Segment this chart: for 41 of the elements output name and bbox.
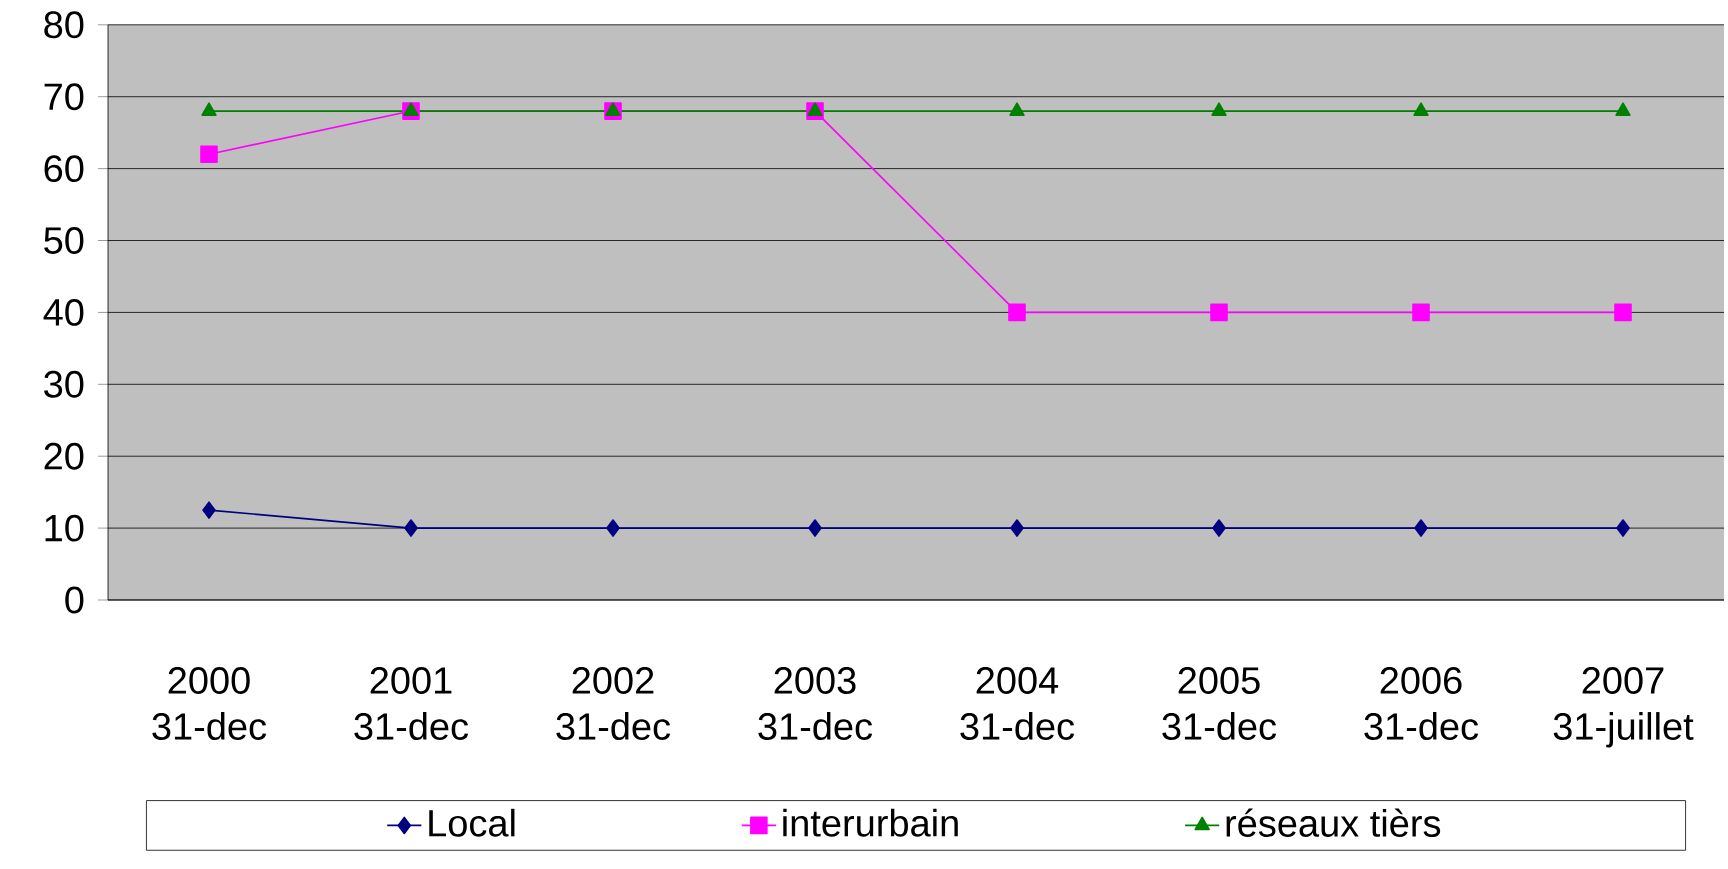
point [1616,519,1630,537]
legend-label: Local [429,808,515,837]
y-tick-label: 70 [44,83,84,111]
y-tick-label: 60 [44,155,84,183]
x-tick-label: 2005 31-dec [1162,667,1277,740]
legend-label: interurbain [783,808,958,837]
point [1615,102,1631,116]
point [1412,303,1430,322]
point [403,102,419,116]
point [404,519,418,537]
y-tick-label: 30 [44,370,84,398]
x-tick-label: 2003 31-dec [758,667,873,740]
y-tick-label: 0 [65,586,84,614]
point [1414,519,1428,537]
y-tick-label: 50 [44,227,84,254]
x-tick-label: 2001 31-dec [354,667,469,740]
point [1212,519,1226,537]
point [1008,303,1026,322]
x-tick-label: 2006 31-dec [1364,667,1479,740]
x-tick-label: 2004 31-dec [960,667,1075,740]
y-tick-label: 20 [44,442,84,470]
point [1413,102,1429,116]
point [1210,303,1228,322]
x-tick-label: 2002 31-dec [556,667,671,740]
y-tick-label: 40 [43,298,84,326]
point [807,102,823,116]
x-tick-label: 2000 31-dec [152,667,267,740]
point [201,102,217,116]
legend-label: réseaux tièrs [1226,808,1441,837]
point [1009,102,1025,116]
point [605,102,621,116]
y-tick-label: 80 [44,11,84,39]
point [1211,102,1227,116]
point [200,145,218,164]
point [202,501,216,519]
point [808,519,822,537]
point [1614,303,1632,322]
point [606,519,620,537]
point [1010,519,1024,537]
x-tick-label: 2007 31-juillet [1553,667,1694,748]
y-tick-label: 10 [45,514,84,542]
